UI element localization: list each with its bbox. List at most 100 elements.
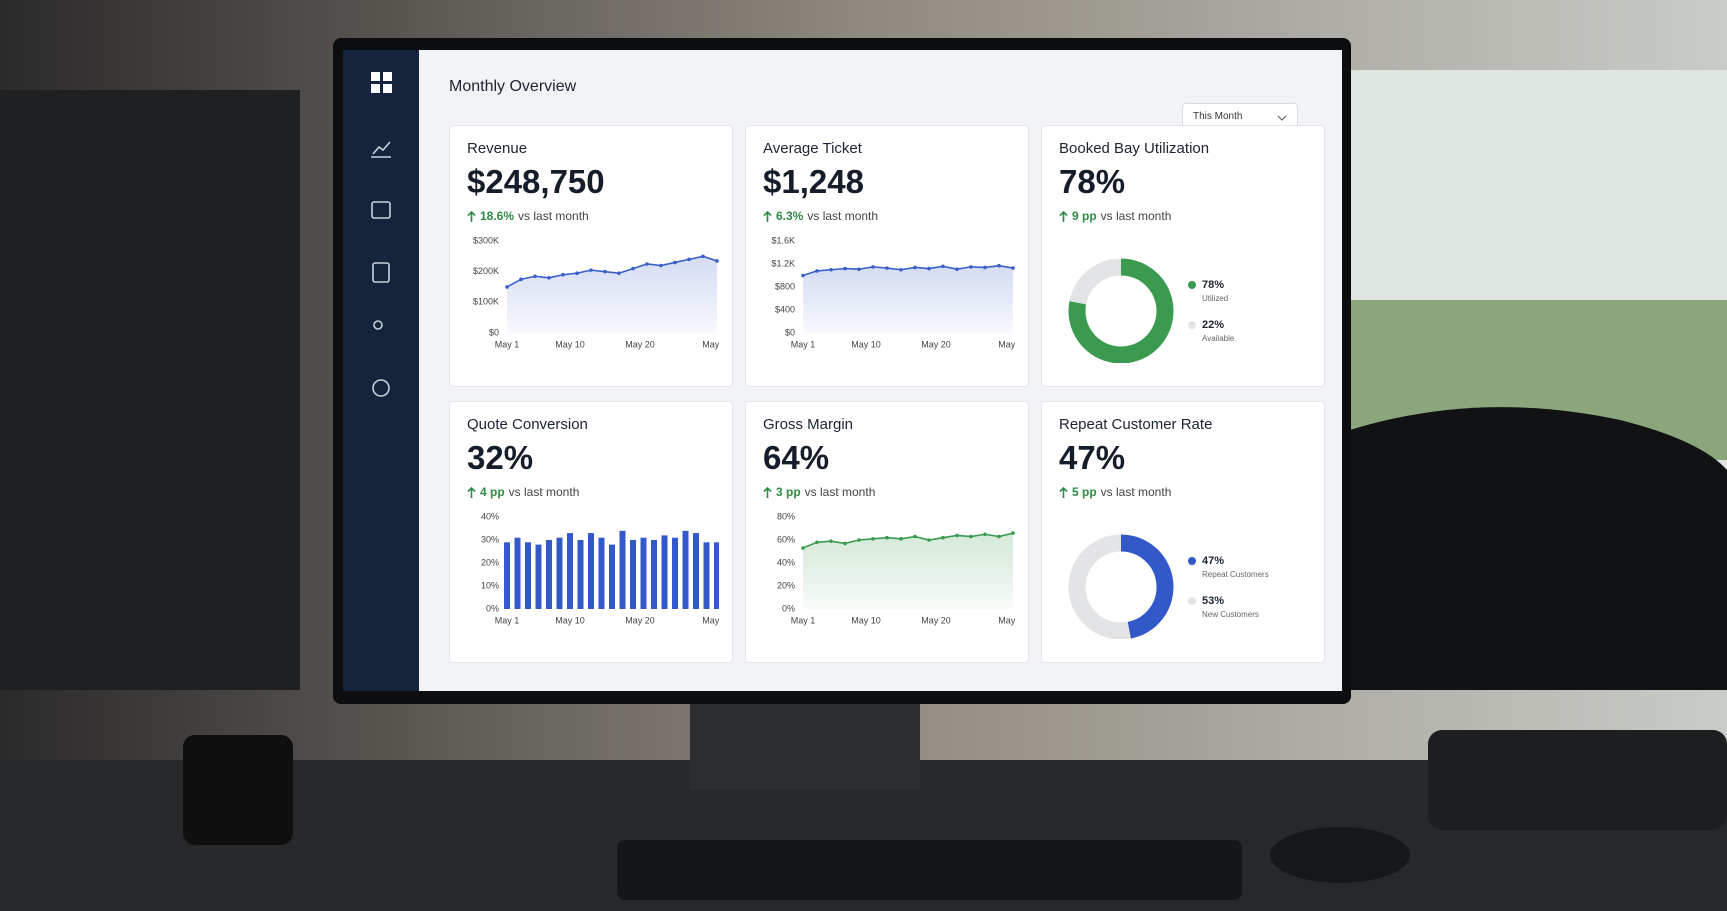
card-title: Average Ticket <box>763 140 862 157</box>
x-tick-label: May 1 <box>791 615 816 625</box>
bar <box>640 537 647 609</box>
arrow-shape <box>1059 210 1068 222</box>
legend-dot <box>1188 597 1196 605</box>
change-row: 9 pp vs last month <box>1059 209 1307 223</box>
y-tick-label: $0 <box>785 327 795 337</box>
settings-icon[interactable] <box>372 379 390 397</box>
change-text: vs last month <box>807 209 879 223</box>
dashboard-icon[interactable] <box>371 72 392 93</box>
legend-label: New Customers <box>1202 610 1259 619</box>
change-value: 18.6% <box>480 209 515 223</box>
point <box>899 267 903 272</box>
y-tick-label: $200K <box>473 266 499 276</box>
point <box>885 266 889 270</box>
chart: 78% Utilized 22% Available <box>1068 258 1235 364</box>
line <box>802 264 1014 277</box>
card-title: Repeat Customer Rate <box>1059 416 1213 433</box>
change-value: 5 pp <box>1072 485 1097 499</box>
arrow-shape <box>763 210 772 222</box>
arrow-shape <box>1059 486 1068 498</box>
donut-slice <box>1068 534 1131 640</box>
chart: $0 $100K $200K $300K May 1 May 10 May 20 May 31 <box>473 235 732 349</box>
bar <box>588 533 594 609</box>
up-arrow <box>763 486 772 498</box>
point <box>631 266 635 271</box>
y-tick-label: 20% <box>481 557 499 567</box>
y-tick-label: 0% <box>782 603 795 613</box>
period-dropdown[interactable]: This Month <box>1182 103 1298 129</box>
bar <box>630 540 636 609</box>
kpi-card: Revenue $248,750 18.6% vs last month $0 $100K… <box>449 125 733 387</box>
x-tick-label: May 10 <box>555 615 585 625</box>
change-text: vs last month <box>518 209 589 223</box>
sidebar <box>343 50 419 691</box>
chart: 0% 10% 20% 30% 40% May 1 May 10 May 20 May 31 <box>481 511 732 625</box>
point <box>547 276 551 280</box>
y-tick-label: $0 <box>489 327 499 337</box>
point <box>955 533 959 538</box>
period-label: This Month <box>1193 111 1243 122</box>
legend-value: 22% <box>1202 319 1224 331</box>
reports-icon[interactable] <box>371 141 391 158</box>
car <box>1350 407 1727 690</box>
cabinets <box>0 90 300 690</box>
x-tick-label: May 1 <box>495 615 520 625</box>
change-row: 6.3% vs last month <box>763 209 1011 223</box>
point <box>687 257 691 262</box>
point <box>575 271 579 275</box>
point <box>969 534 973 539</box>
kpi-card: Quote Conversion 32% 4 pp vs last month 0% 10… <box>449 401 733 663</box>
bar <box>577 540 584 609</box>
up-arrow <box>467 210 476 222</box>
point <box>1011 531 1015 535</box>
point <box>801 273 805 278</box>
line <box>802 532 1014 549</box>
arrow-shape <box>763 486 772 498</box>
legend-value: 53% <box>1202 595 1224 607</box>
change-value: 4 pp <box>480 485 505 499</box>
card-title: Gross Margin <box>763 416 854 433</box>
arrow-shape <box>467 210 476 222</box>
bar <box>525 542 531 609</box>
bar <box>651 540 657 609</box>
card-value: 64% <box>763 439 830 476</box>
point <box>899 537 903 541</box>
area <box>507 256 717 333</box>
y-tick-label: 80% <box>777 511 795 521</box>
point <box>927 266 931 271</box>
x-tick-label: May 20 <box>921 339 951 349</box>
customers-icon[interactable] <box>373 320 383 330</box>
legend-dot <box>1188 557 1196 565</box>
calendar-icon[interactable] <box>371 201 391 219</box>
point <box>715 259 719 263</box>
point <box>673 260 677 265</box>
y-tick-label: $400 <box>775 304 795 314</box>
mug <box>183 735 293 845</box>
y-tick-label: 60% <box>777 534 795 544</box>
legend-label: Repeat Customers <box>1202 570 1269 579</box>
donut-slice <box>1068 258 1174 364</box>
point <box>829 539 833 543</box>
point <box>955 267 959 271</box>
change-value: 6.3% <box>776 209 804 223</box>
bar <box>504 542 510 609</box>
point <box>645 262 649 266</box>
point <box>815 269 819 273</box>
x-tick-label: May 20 <box>625 615 655 625</box>
x-tick-label: May 10 <box>851 615 881 625</box>
page-title: Monthly Overview <box>449 78 577 95</box>
bar <box>619 530 626 609</box>
point <box>561 272 565 277</box>
point <box>997 263 1001 268</box>
point <box>519 277 523 282</box>
point <box>885 535 889 540</box>
point <box>941 264 945 269</box>
dashboard: Monthly Overview This Month Revenue $248,… <box>419 50 1342 691</box>
bar <box>514 537 521 609</box>
point <box>843 541 847 546</box>
clipboard-icon[interactable] <box>372 262 390 283</box>
y-tick-label: 30% <box>481 534 499 544</box>
point <box>801 546 805 550</box>
card-value: 32% <box>467 439 534 476</box>
y-tick-label: $800 <box>775 281 795 291</box>
